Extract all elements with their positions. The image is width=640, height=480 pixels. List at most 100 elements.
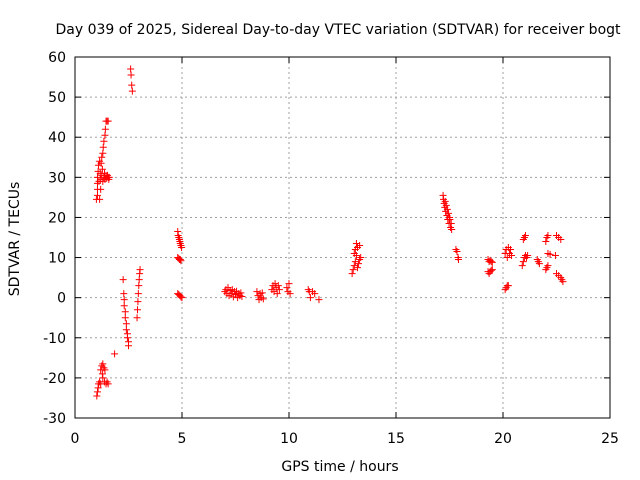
data-point bbox=[306, 294, 314, 302]
data-point bbox=[97, 185, 105, 193]
x-tick-label: 5 bbox=[178, 431, 187, 447]
data-point bbox=[444, 209, 452, 217]
data-point bbox=[101, 131, 109, 139]
data-point bbox=[178, 294, 186, 302]
data-point bbox=[448, 225, 456, 233]
data-point bbox=[121, 314, 129, 322]
data-point bbox=[123, 334, 131, 342]
data-point bbox=[134, 298, 142, 306]
data-point bbox=[348, 270, 356, 278]
data-point bbox=[99, 149, 107, 157]
data-point bbox=[176, 256, 184, 264]
data-point bbox=[178, 244, 186, 252]
data-point bbox=[96, 195, 104, 203]
data-point bbox=[356, 242, 364, 250]
data-point bbox=[488, 266, 496, 274]
data-point bbox=[136, 266, 144, 274]
data-point bbox=[357, 254, 365, 262]
data-point bbox=[135, 276, 143, 284]
data-point bbox=[93, 191, 101, 199]
data-point bbox=[518, 262, 526, 270]
data-point bbox=[93, 388, 101, 396]
x-tick-label: 10 bbox=[280, 431, 298, 447]
data-point bbox=[128, 87, 136, 95]
data-point bbox=[544, 231, 552, 239]
data-point bbox=[487, 266, 495, 274]
data-point bbox=[487, 258, 495, 266]
data-point bbox=[99, 374, 107, 382]
data-point bbox=[559, 278, 567, 286]
grid-lines bbox=[75, 57, 610, 418]
x-tick-label: 15 bbox=[387, 431, 405, 447]
data-point bbox=[504, 282, 512, 290]
data-point bbox=[101, 125, 109, 133]
data-point bbox=[127, 65, 135, 73]
data-point bbox=[488, 258, 496, 266]
data-point bbox=[97, 159, 105, 167]
y-tick-label: 0 bbox=[57, 291, 66, 307]
data-point bbox=[544, 262, 552, 270]
data-point bbox=[506, 246, 514, 254]
data-point bbox=[273, 290, 281, 298]
y-tick-label: 20 bbox=[48, 210, 66, 226]
y-tick-label: -20 bbox=[43, 371, 66, 387]
y-tick-label: 40 bbox=[48, 130, 66, 146]
y-tick-label: -30 bbox=[43, 411, 66, 427]
data-point bbox=[237, 289, 245, 297]
data-point bbox=[535, 260, 543, 268]
x-tick-label: 25 bbox=[601, 431, 619, 447]
data-point bbox=[99, 143, 107, 151]
data-point bbox=[352, 252, 360, 260]
data-point bbox=[133, 306, 141, 314]
y-tick-label: 60 bbox=[48, 50, 66, 66]
y-axis-label: SDTVAR / TECUs bbox=[7, 182, 23, 297]
data-point bbox=[443, 205, 451, 213]
data-point bbox=[133, 314, 141, 322]
data-point bbox=[508, 252, 516, 260]
data-point bbox=[100, 137, 108, 145]
data-point bbox=[120, 296, 128, 304]
y-tick-label: 30 bbox=[48, 170, 66, 186]
data-point bbox=[285, 280, 293, 288]
data-point bbox=[111, 350, 119, 358]
data-point bbox=[258, 289, 266, 297]
data-point bbox=[275, 286, 283, 294]
data-point bbox=[557, 236, 565, 244]
data-point bbox=[524, 252, 532, 260]
data-point bbox=[135, 282, 143, 290]
data-point bbox=[442, 201, 450, 209]
data-point bbox=[315, 296, 323, 304]
data-point bbox=[353, 264, 361, 272]
chart-title: Day 039 of 2025, Sidereal Day-to-day VTE… bbox=[55, 22, 621, 38]
data-point bbox=[119, 276, 127, 284]
axis-ticks: 0 5 10 15 20 25 -30 -20 -10 0 10 20 30 40 50 60 bbox=[43, 50, 619, 447]
data-point bbox=[542, 238, 550, 246]
x-tick-label: 0 bbox=[71, 431, 80, 447]
data-point bbox=[99, 360, 107, 368]
data-point bbox=[283, 284, 291, 292]
data-point bbox=[134, 290, 142, 298]
x-tick-label: 20 bbox=[494, 431, 512, 447]
y-tick-label: 50 bbox=[48, 90, 66, 106]
data-point bbox=[125, 342, 132, 350]
data-point bbox=[447, 219, 455, 227]
data-point bbox=[177, 257, 185, 265]
data-point bbox=[93, 392, 101, 400]
x-axis-label: GPS time / hours bbox=[281, 459, 398, 475]
data-point bbox=[546, 250, 554, 258]
data-point bbox=[120, 302, 128, 310]
data-point bbox=[446, 215, 454, 223]
data-point bbox=[274, 282, 282, 290]
data-point bbox=[286, 290, 294, 298]
y-tick-label: 10 bbox=[48, 251, 66, 267]
plot-area-frame bbox=[74, 56, 611, 419]
data-point bbox=[177, 293, 185, 301]
data-point bbox=[519, 258, 527, 266]
data-point bbox=[104, 117, 112, 125]
data-point bbox=[120, 290, 128, 298]
data-point bbox=[454, 256, 462, 264]
data-point bbox=[122, 326, 130, 334]
data-point bbox=[355, 260, 363, 268]
data-point bbox=[453, 248, 461, 256]
